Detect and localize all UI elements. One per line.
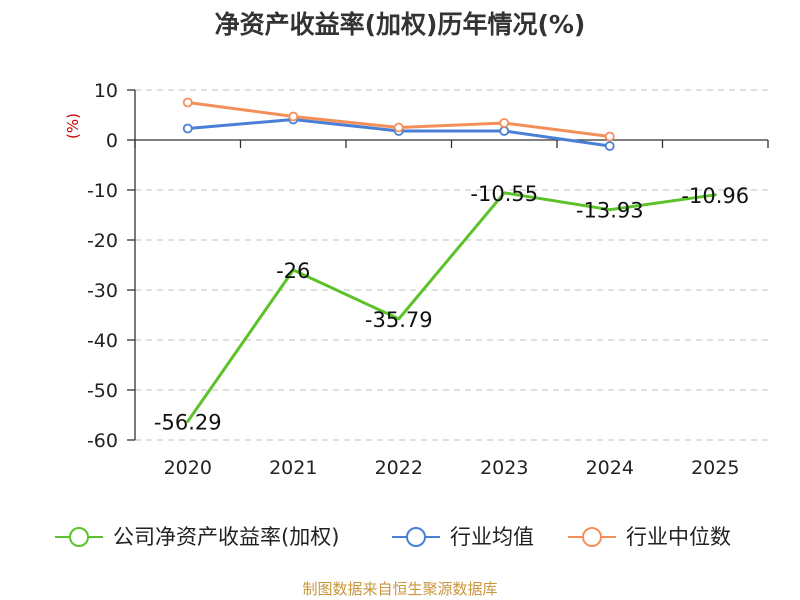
y-tick-label: -30	[87, 280, 118, 302]
legend-item-2[interactable]: 行业中位数	[568, 525, 731, 549]
legend[interactable]: 公司净资产收益率(加权) 行业均值 行业中位数	[55, 525, 731, 549]
y-tick-label: -20	[87, 230, 118, 252]
legend-label: 行业均值	[450, 525, 534, 549]
y-tick-label: -40	[87, 330, 118, 352]
y-tick-label: -60	[87, 430, 118, 452]
series-point-2	[393, 122, 404, 133]
y-tick-label: 0	[106, 130, 118, 152]
source-note: 制图数据来自恒生聚源数据库	[302, 580, 497, 598]
y-axis-unit: (%)	[64, 113, 82, 139]
legend-marker-icon	[406, 527, 426, 547]
chart-title: 净资产收益率(加权)历年情况(%)	[215, 10, 586, 39]
legend-item-0[interactable]: 公司净资产收益率(加权)	[55, 525, 339, 549]
data-label: -56.29	[154, 410, 222, 434]
data-label: -13.93	[576, 199, 644, 223]
series-point-1	[182, 123, 193, 134]
series-group	[182, 97, 717, 423]
y-tick-label: -50	[87, 380, 118, 402]
series-point-2	[288, 111, 299, 122]
data-label: -10.55	[470, 182, 538, 206]
series-point-2	[182, 97, 193, 108]
series-point-2	[604, 131, 615, 142]
x-tick-label: 2023	[480, 457, 528, 479]
data-labels: -56.29 -26 -35.79 -10.55 -13.93 -10.96	[154, 182, 749, 435]
series-point-1	[499, 126, 510, 136]
data-label: -10.96	[681, 184, 749, 208]
x-tick-label: 2020	[164, 457, 212, 479]
legend-label: 行业中位数	[626, 525, 731, 549]
y-axis: 10 0 -10 -20 -30 -40 -50 -60	[87, 80, 136, 452]
series-point-1	[604, 141, 615, 151]
legend-marker-icon	[69, 527, 89, 547]
y-tick-label: 10	[94, 80, 118, 102]
x-tick-label: 2021	[269, 457, 317, 479]
x-tick-label: 2022	[375, 457, 423, 479]
series-line-0	[186, 191, 717, 423]
data-label: -35.79	[365, 308, 433, 332]
legend-label: 公司净资产收益率(加权)	[113, 525, 339, 549]
x-tick-label: 2024	[586, 457, 634, 479]
x-tick-label: 2025	[691, 457, 739, 479]
y-tick-label: -10	[87, 180, 118, 202]
data-label: -26	[276, 259, 310, 283]
x-axis: 2020 2021 2022 2023 2024 2025	[134, 139, 769, 479]
legend-item-1[interactable]: 行业均值	[392, 525, 534, 549]
series-point-2	[499, 118, 510, 128]
legend-marker-icon	[582, 527, 602, 547]
